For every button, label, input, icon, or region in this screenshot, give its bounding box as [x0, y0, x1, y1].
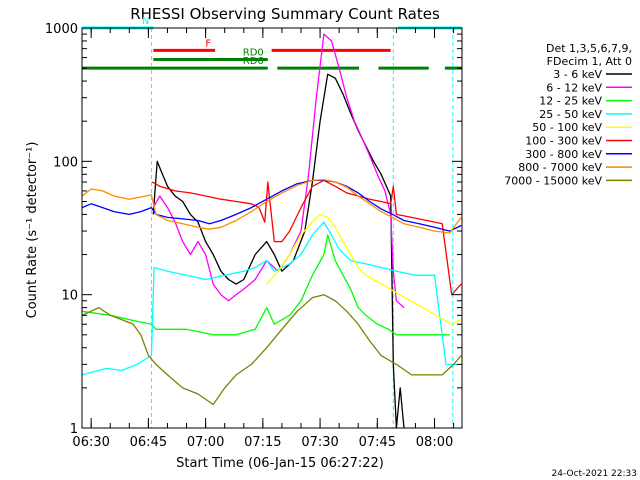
timestamp: 24-Oct-2021 22:33: [552, 469, 637, 479]
legend-label-5: 100 - 300 keV: [525, 135, 602, 148]
series-line-6: [81, 179, 462, 232]
y-tick-label-2: 100: [53, 155, 78, 170]
flag-n-label: N: [142, 16, 149, 27]
y-tick-label-0: 1: [70, 422, 78, 437]
legend-header-2: FDecim 1, Att 0: [547, 55, 632, 68]
flag-f-label: F: [205, 38, 211, 49]
legend-label-1: 6 - 12 keV: [546, 81, 602, 94]
y-tick-label-3: 1000: [45, 22, 78, 37]
series-line-0: [152, 73, 405, 429]
series-line-4: [266, 213, 462, 325]
legend: Det 1,3,5,6,7,9, FDecim 1, Att 0 3 - 6 k…: [504, 42, 632, 187]
series-line-7: [81, 178, 462, 234]
series-line-2: [81, 234, 450, 336]
x-tick-label-3: 07:15: [244, 435, 281, 450]
vertical-markers: [150, 28, 454, 428]
x-tick-label-2: 07:00: [187, 435, 224, 450]
plot-frame: [81, 27, 463, 429]
x-tick-label-0: 06:30: [72, 435, 109, 450]
y-axis-ticks: 1 10 100 1000: [45, 22, 462, 437]
y-tick-label-1: 10: [61, 289, 78, 304]
x-axis-ticks: 06:30 06:45 07:00 07:15 07:30 07:45 08:00: [72, 28, 455, 450]
legend-label-2: 12 - 25 keV: [539, 95, 602, 108]
series-line-5: [151, 179, 462, 296]
x-tick-label-4: 07:30: [301, 435, 338, 450]
x-tick-label-1: 06:45: [130, 435, 167, 450]
series-line-3: [81, 221, 458, 376]
y-axis-label: Count Rate (s⁻¹ detector⁻¹): [25, 142, 40, 319]
flag-rd0-label: RD0: [243, 48, 264, 59]
x-tick-label-5: 07:45: [359, 435, 396, 450]
legend-label-7: 800 - 7000 keV: [518, 161, 602, 174]
series-line-8: [81, 294, 462, 406]
series-line-1: [152, 33, 405, 309]
legend-header-1: Det 1,3,5,6,7,9,: [546, 42, 632, 55]
legend-label-3: 25 - 50 keV: [539, 108, 602, 121]
legend-label-4: 50 - 100 keV: [532, 121, 602, 134]
legend-label-6: 300 - 800 keV: [525, 148, 602, 161]
x-axis-label: Start Time (06-Jan-15 06:27:22): [176, 456, 384, 471]
chart-title: RHESSI Observing Summary Count Rates: [130, 5, 440, 23]
x-tick-label-6: 08:00: [416, 435, 453, 450]
legend-label-8: 7000 - 15000 keV: [504, 174, 602, 187]
series-lines: [81, 33, 462, 429]
legend-label-0: 3 - 6 keV: [553, 68, 602, 81]
flag-rd6-label: RD6: [243, 56, 264, 67]
